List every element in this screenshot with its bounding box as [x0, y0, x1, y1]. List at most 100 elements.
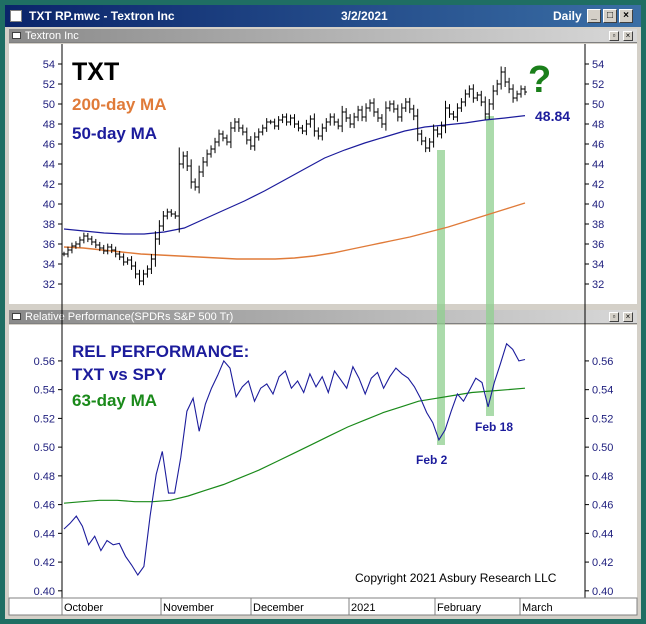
highlight-feb18	[486, 116, 494, 416]
price-bar	[224, 134, 229, 146]
y-tick-label: 38	[592, 219, 604, 231]
price-bar	[220, 130, 225, 142]
price-bar	[129, 256, 134, 270]
price-bar	[332, 113, 337, 126]
price-bar	[515, 90, 520, 102]
y-tick-label: 0.42	[34, 557, 55, 569]
price-bar	[463, 89, 468, 107]
y-tick-label: 54	[592, 59, 604, 71]
price-pane	[9, 44, 637, 304]
rel-line	[63, 342, 526, 576]
price-bar	[495, 79, 500, 96]
price-bar	[209, 145, 214, 158]
price-bar	[149, 254, 154, 274]
close-icon[interactable]: ×	[619, 9, 633, 23]
price-bar	[252, 132, 257, 151]
price-bar	[507, 77, 512, 94]
y-tick-label: 0.40	[34, 586, 55, 598]
price-bar	[479, 90, 484, 107]
feb18-label: Feb 18	[475, 420, 513, 434]
price-bar	[391, 100, 396, 113]
price-bar	[77, 236, 82, 248]
feb2-label: Feb 2	[416, 453, 448, 467]
pane-icon	[12, 313, 21, 320]
y-tick-label: 0.52	[592, 413, 613, 425]
pane-close-icon[interactable]: ×	[623, 31, 633, 41]
price-bar	[292, 114, 297, 128]
price-bar	[173, 211, 178, 219]
price-bar	[383, 101, 388, 131]
y-tick-label: 42	[592, 179, 604, 191]
price-bar	[427, 138, 432, 152]
minimize-icon[interactable]: _	[587, 9, 601, 23]
price-bar	[141, 269, 146, 286]
ma200-label: 200-day MA	[72, 95, 166, 114]
y-tick-label: 36	[592, 239, 604, 251]
x-tick-label: December	[253, 602, 304, 614]
rel-label-line1: REL PERFORMANCE:	[72, 342, 249, 361]
y-tick-label: 0.56	[592, 356, 613, 368]
pane-icon	[12, 32, 21, 39]
y-tick-label: 0.56	[34, 356, 55, 368]
window-title: TXT RP.mwc - Textron Inc	[29, 9, 175, 23]
price-bar	[117, 250, 122, 261]
y-tick-label: 0.42	[592, 557, 613, 569]
x-tick-label: November	[163, 602, 214, 614]
price-bar	[133, 261, 138, 279]
price-bar	[324, 118, 329, 132]
price-bar	[193, 178, 198, 191]
price-bar	[272, 118, 277, 130]
maximize-icon[interactable]: □	[603, 9, 617, 23]
y-tick-label: 38	[43, 219, 55, 231]
y-tick-label: 0.44	[34, 528, 55, 540]
price-bar	[523, 85, 527, 96]
price-bar	[320, 123, 325, 141]
price-bar	[197, 165, 202, 194]
y-tick-label: 48	[43, 119, 55, 131]
ma50-line	[63, 115, 526, 235]
price-bar	[364, 103, 369, 122]
price-bar	[213, 137, 218, 154]
price-bar	[435, 126, 440, 138]
price-bar	[519, 85, 524, 98]
price-bar	[411, 104, 416, 121]
y-tick-label: 0.46	[592, 500, 613, 512]
price-pane-header[interactable]: Textron Inc ▫ ×	[9, 29, 637, 43]
price-bar	[240, 124, 245, 136]
price-bar	[475, 91, 480, 102]
pane-close-icon[interactable]: ×	[623, 312, 633, 322]
price-bar	[451, 110, 456, 121]
rel-pane-header[interactable]: Relative Performance(SPDRs S&P 500 Tr) ▫…	[9, 310, 637, 324]
y-tick-label: 44	[592, 159, 604, 171]
price-bar	[165, 208, 170, 220]
window-date: 3/2/2021	[341, 9, 388, 23]
pane-restore-icon[interactable]: ▫	[609, 31, 619, 41]
question-mark: ?	[528, 59, 551, 101]
price-bar	[69, 242, 74, 254]
copyright-label: Copyright 2021 Asbury Research LLC	[355, 571, 557, 585]
title-bar[interactable]: TXT RP.mwc - Textron Inc 3/2/2021 Daily …	[5, 5, 641, 27]
x-tick-label: March	[522, 602, 553, 614]
price-bar	[65, 246, 70, 258]
price-bar	[276, 116, 281, 130]
y-tick-label: 46	[43, 139, 55, 151]
price-bar	[455, 103, 460, 122]
price-bar	[344, 108, 349, 122]
pane-restore-icon[interactable]: ▫	[609, 312, 619, 322]
price-bar	[89, 235, 94, 246]
rel-label-line2: TXT vs SPY	[72, 365, 167, 384]
price-bar	[284, 113, 289, 126]
price-bar	[169, 209, 174, 217]
price-bar	[423, 136, 428, 153]
price-bar	[73, 241, 78, 249]
price-bar	[491, 85, 496, 110]
price-bar	[407, 97, 412, 114]
price-bar	[177, 147, 182, 233]
price-bar	[121, 253, 126, 266]
rel-ticks: 0.40 0.40 0.42 0.42 0.44 0.44 0.46 0.46 0.48 0.48…	[34, 356, 614, 598]
y-tick-label: 0.48	[592, 471, 613, 483]
price-bar	[403, 98, 408, 112]
price-bar	[375, 108, 380, 122]
y-tick-label: 40	[592, 199, 604, 211]
